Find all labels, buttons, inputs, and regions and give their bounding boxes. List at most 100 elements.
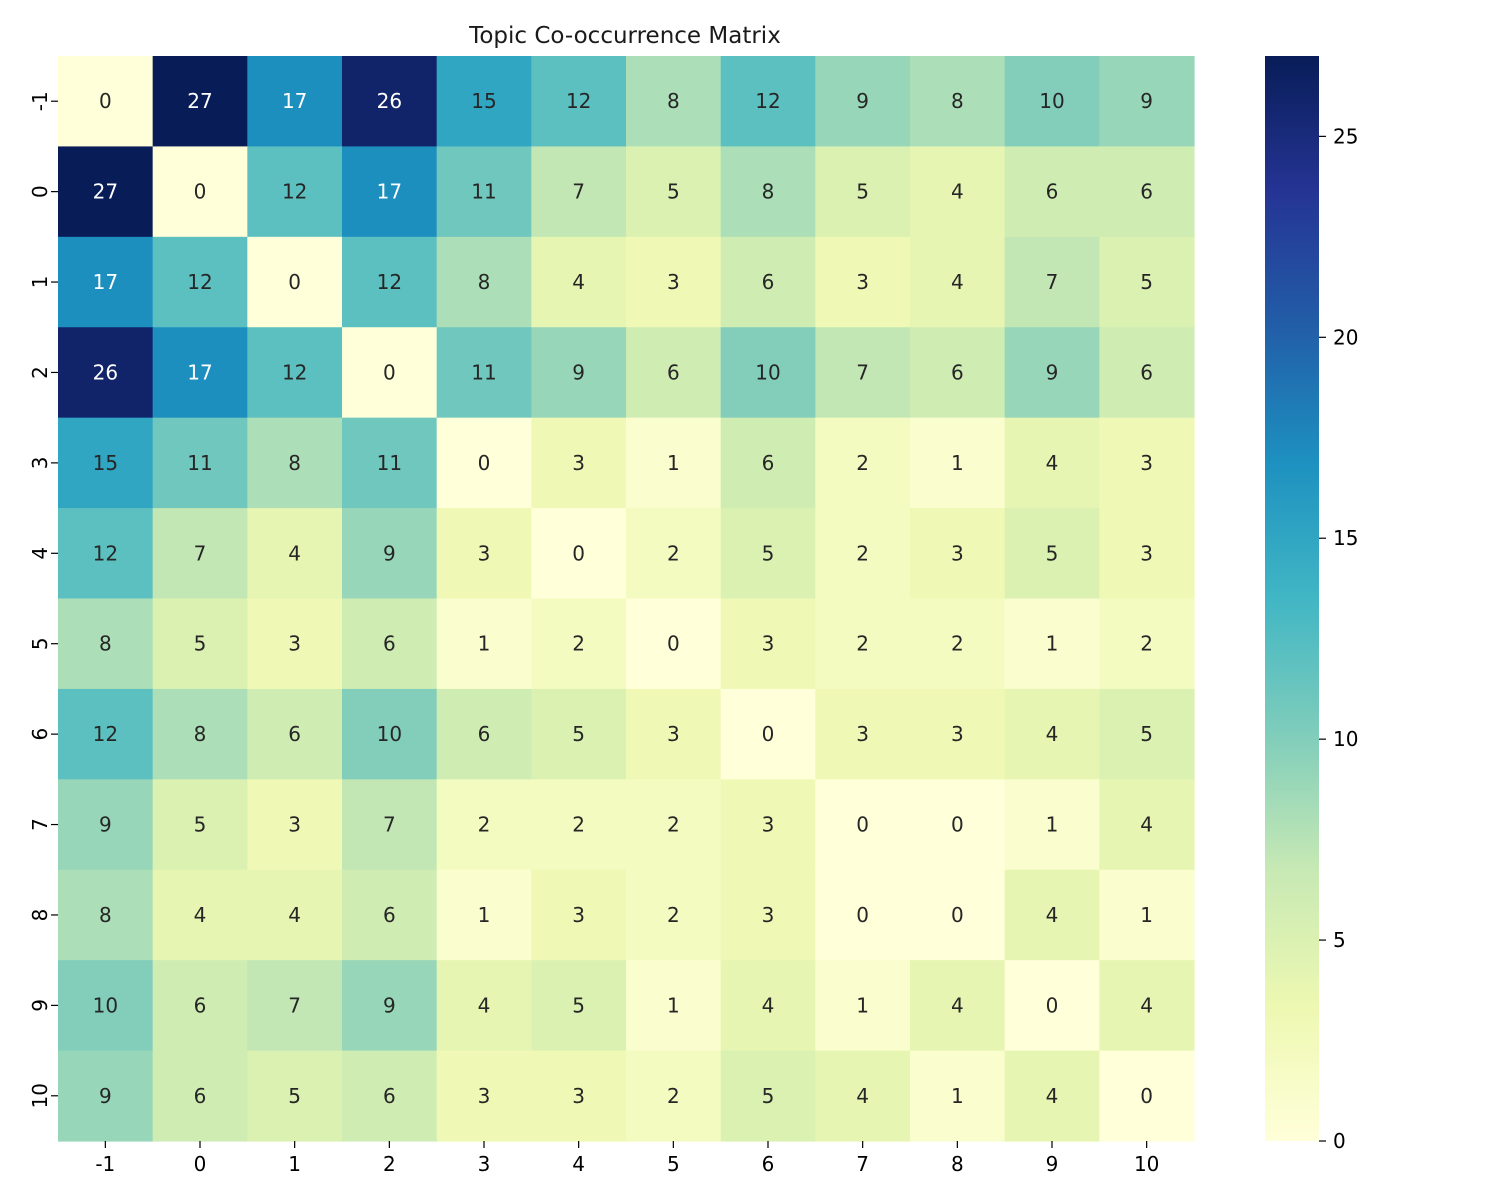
heatmap-cell [720, 236, 816, 328]
cell-value-label: 5 [856, 180, 869, 204]
cell-value-label: 4 [856, 1084, 869, 1108]
heatmap-cell [815, 508, 911, 600]
cell-value-label: 10 [755, 360, 780, 384]
heatmap-cell [247, 327, 343, 419]
y-tick-label: 4 [28, 547, 52, 560]
colorbar-tick-label: 5 [1333, 928, 1346, 952]
cell-value-label: 5 [194, 813, 207, 837]
heatmap-cell [1099, 779, 1195, 871]
y-tick-label: 0 [28, 185, 52, 198]
heatmap-cell [247, 688, 343, 780]
chart-title: Topic Co-occurrence Matrix [468, 23, 781, 49]
heatmap-cell [910, 960, 1006, 1052]
heatmap-cell [152, 508, 248, 600]
heatmap-cell [720, 1050, 816, 1142]
cell-value-label: 9 [1046, 360, 1059, 384]
heatmap-cell [815, 960, 911, 1052]
cell-value-label: 11 [471, 360, 496, 384]
heatmap-cell [910, 327, 1006, 419]
heatmap-cell [626, 960, 722, 1052]
heatmap-cell [1004, 508, 1100, 600]
y-tick-label: -1 [28, 91, 52, 111]
heatmap-cell [815, 779, 911, 871]
y-tick-label: 6 [28, 728, 52, 741]
cell-value-label: 10 [93, 993, 118, 1017]
heatmap-cell [1004, 417, 1100, 509]
cell-value-label: 8 [667, 89, 680, 113]
heatmap-cell [58, 960, 154, 1052]
cell-value-label: 6 [1140, 180, 1153, 204]
heatmap-cell [910, 1050, 1006, 1142]
heatmap-cell [815, 417, 911, 509]
cell-value-label: 4 [1046, 903, 1059, 927]
cell-value-label: 3 [478, 541, 491, 565]
cell-value-label: 2 [478, 813, 491, 837]
heatmap-cell [58, 56, 154, 148]
heatmap-cell [1004, 869, 1100, 961]
heatmap-cell [1099, 598, 1195, 690]
colorbar-tick-label: 20 [1333, 325, 1358, 349]
heatmap-cell [531, 56, 627, 148]
cell-value-label: 10 [377, 722, 402, 746]
x-axis: -1 0 1 2 3 4 5 6 7 8 9 10 [95, 1141, 1159, 1176]
cell-value-label: 8 [99, 903, 112, 927]
cell-value-label: 3 [856, 722, 869, 746]
heatmap-cell [247, 598, 343, 690]
cell-value-label: 3 [951, 722, 964, 746]
heatmap-cell [342, 236, 438, 328]
heatmap-cell [815, 327, 911, 419]
heatmap-cell [720, 327, 816, 419]
heatmap-cell [152, 598, 248, 690]
cell-value-label: 12 [282, 180, 307, 204]
heatmap-cell [247, 779, 343, 871]
y-tick-label: 2 [28, 366, 52, 379]
x-tick-label: -1 [95, 1152, 115, 1176]
heatmap-cell [58, 779, 154, 871]
cell-value-label: 2 [667, 541, 680, 565]
cell-value-label: 3 [667, 722, 680, 746]
heatmap-cell [531, 146, 627, 238]
cell-value-label: 2 [572, 813, 585, 837]
cell-value-label: 0 [951, 903, 964, 927]
heatmap-cell [720, 869, 816, 961]
cell-value-label: 5 [762, 541, 775, 565]
heatmap-cell [436, 688, 532, 780]
cell-value-label: 0 [951, 813, 964, 837]
cell-value-label: 2 [667, 813, 680, 837]
cell-value-label: 4 [951, 993, 964, 1017]
heatmap-cell [342, 779, 438, 871]
heatmap-cell [1004, 146, 1100, 238]
heatmap-cell [1099, 869, 1195, 961]
cell-value-label: 3 [667, 270, 680, 294]
heatmap-cell [910, 417, 1006, 509]
heatmap-cell [910, 236, 1006, 328]
colorbar-tick-label: 10 [1333, 727, 1358, 751]
cell-value-label: 8 [194, 722, 207, 746]
heatmap-cell [910, 779, 1006, 871]
heatmap-cell [247, 146, 343, 238]
heatmap-cell [531, 236, 627, 328]
cell-value-label: 8 [99, 632, 112, 656]
cell-value-label: 3 [572, 1084, 585, 1108]
heatmap-cell [1004, 688, 1100, 780]
cell-value-label: 1 [1046, 813, 1059, 837]
cell-value-label: 9 [383, 541, 396, 565]
heatmap-cell [531, 327, 627, 419]
cell-value-label: 4 [478, 993, 491, 1017]
heatmap-cell [436, 960, 532, 1052]
cell-value-label: 1 [478, 632, 491, 656]
heatmap-cell [58, 1050, 154, 1142]
cell-value-label: 0 [856, 903, 869, 927]
cell-value-label: 1 [856, 993, 869, 1017]
cell-value-label: 15 [93, 451, 118, 475]
heatmap-cell [1004, 236, 1100, 328]
heatmap-cell [531, 688, 627, 780]
heatmap-cell [436, 779, 532, 871]
heatmap-cell [152, 1050, 248, 1142]
cell-value-label: 1 [1140, 903, 1153, 927]
heatmap-cell [342, 417, 438, 509]
cell-value-label: 3 [762, 903, 775, 927]
cell-value-label: 7 [1046, 270, 1059, 294]
heatmap-cell [531, 598, 627, 690]
colorbar-tick-label: 25 [1333, 124, 1358, 148]
